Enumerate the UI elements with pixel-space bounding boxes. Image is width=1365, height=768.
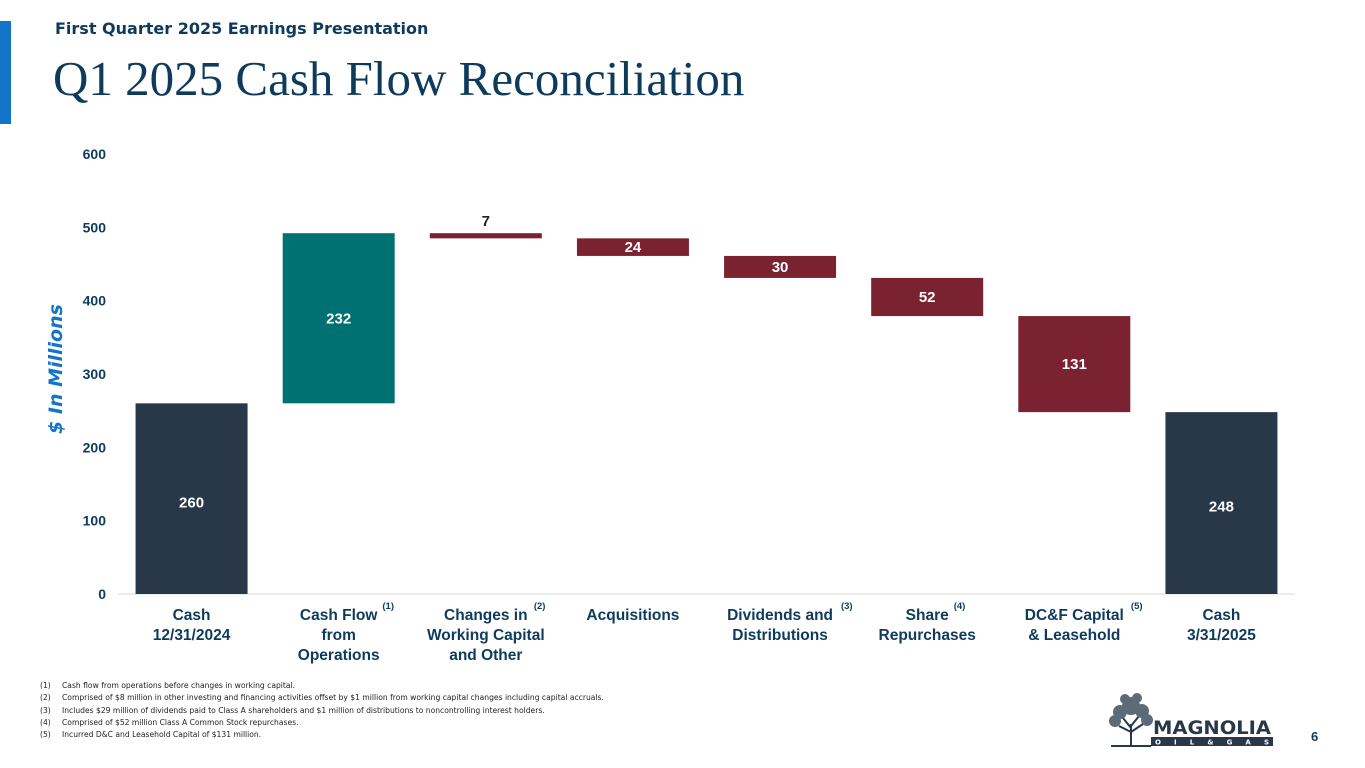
category-label: Dividends and	[727, 607, 833, 624]
footnote-mark: (4)	[40, 717, 51, 727]
category-label: Cash	[1202, 607, 1240, 624]
footnotes: (1) Cash flow from operations before chan…	[40, 680, 604, 741]
y-tick-label: 0	[98, 586, 106, 602]
footnote-ref: (2)	[534, 601, 546, 612]
bar-decrease	[871, 277, 984, 317]
bar-increase	[282, 233, 395, 404]
data-label: 232	[326, 310, 351, 327]
footnote-ref: (3)	[841, 601, 853, 612]
bar-total	[135, 403, 248, 594]
footnote-4: (4) Comprised of $52 million Class A Comm…	[40, 717, 604, 729]
footnote-1: (1) Cash flow from operations before chan…	[40, 680, 604, 692]
category-label: DC&F Capital	[1025, 607, 1124, 624]
footnote-3: (3) Includes $29 million of dividends pai…	[40, 705, 604, 717]
magnolia-logo: MAGNOLIA O I L & G A S	[1109, 693, 1273, 747]
footnote-text: Incurred D&C and Leasehold Capital of $1…	[62, 730, 262, 740]
footnote-text: Comprised of $52 million Class A Common …	[62, 717, 299, 727]
bar-decrease	[576, 238, 689, 256]
footnote-text: Comprised of $8 million in other investi…	[62, 693, 604, 703]
page-number: 6	[1311, 729, 1319, 744]
footnote-mark: (3)	[40, 705, 51, 715]
data-label: 7	[482, 213, 490, 230]
category-label: Cash Flow	[300, 607, 378, 624]
category-label: Working Capital	[427, 627, 545, 644]
footnote-ref: (4)	[954, 601, 966, 612]
category-label: Acquisitions	[586, 607, 679, 624]
y-tick-label: 500	[83, 219, 107, 235]
waterfall-chart: 0 100 200 300 400 500 600 $ In Millions 260 Cash 1…	[45, 146, 1295, 664]
tree-icon	[1109, 693, 1153, 747]
footnote-2: (2) Comprised of $8 million in other inve…	[40, 692, 604, 704]
category-label: 12/31/2024	[153, 627, 231, 644]
footnote-ref: (5)	[1131, 601, 1143, 612]
logo-tagline: O I L & G A S	[1155, 739, 1269, 747]
category-label: Repurchases	[879, 627, 976, 644]
category-label: Operations	[298, 647, 380, 664]
y-tick-label: 300	[83, 366, 107, 382]
bar-decrease	[724, 255, 837, 278]
data-label: 24	[625, 239, 642, 256]
category-label: Cash	[173, 607, 211, 624]
logo-name: MAGNOLIA	[1153, 717, 1271, 739]
data-label: 131	[1062, 356, 1087, 373]
logo-tagline-bar	[1151, 737, 1273, 746]
y-tick-label: 100	[83, 513, 107, 529]
category-label: 3/31/2025	[1187, 627, 1256, 644]
category-label: from	[321, 627, 355, 644]
category-label: and Other	[449, 647, 522, 664]
footnote-mark: (2)	[40, 693, 51, 703]
bar-decrease	[1018, 316, 1131, 413]
footnote-text: Cash flow from operations before changes…	[62, 681, 296, 690]
category-label: Changes in	[444, 607, 528, 624]
footnote-5: (5) Incurred D&C and Leasehold Capital of…	[40, 729, 604, 741]
footnote-mark: (5)	[40, 730, 51, 740]
data-label: 52	[919, 289, 936, 306]
bar-total	[1165, 412, 1278, 594]
category-label: Share	[906, 607, 949, 624]
category-label: Distributions	[732, 627, 828, 644]
y-tick-label: 200	[83, 439, 107, 455]
data-label: 260	[179, 494, 204, 511]
category-label: & Leasehold	[1028, 627, 1120, 644]
page-title: Q1 2025 Cash Flow Reconciliation	[53, 51, 745, 106]
footnote-ref: (1)	[382, 601, 394, 612]
presentation-subtitle: First Quarter 2025 Earnings Presentation	[55, 19, 429, 38]
footnote-text: Includes $29 million of dividends paid t…	[62, 705, 545, 715]
data-label: 248	[1209, 499, 1234, 516]
y-tick-label: 400	[83, 293, 107, 309]
data-label: 30	[772, 259, 789, 276]
accent-bar	[0, 21, 11, 124]
y-axis-title: $ In Millions	[45, 304, 67, 434]
bar-decrease	[429, 233, 542, 239]
y-tick-label: 600	[83, 146, 107, 162]
footnote-mark: (1)	[40, 681, 51, 690]
